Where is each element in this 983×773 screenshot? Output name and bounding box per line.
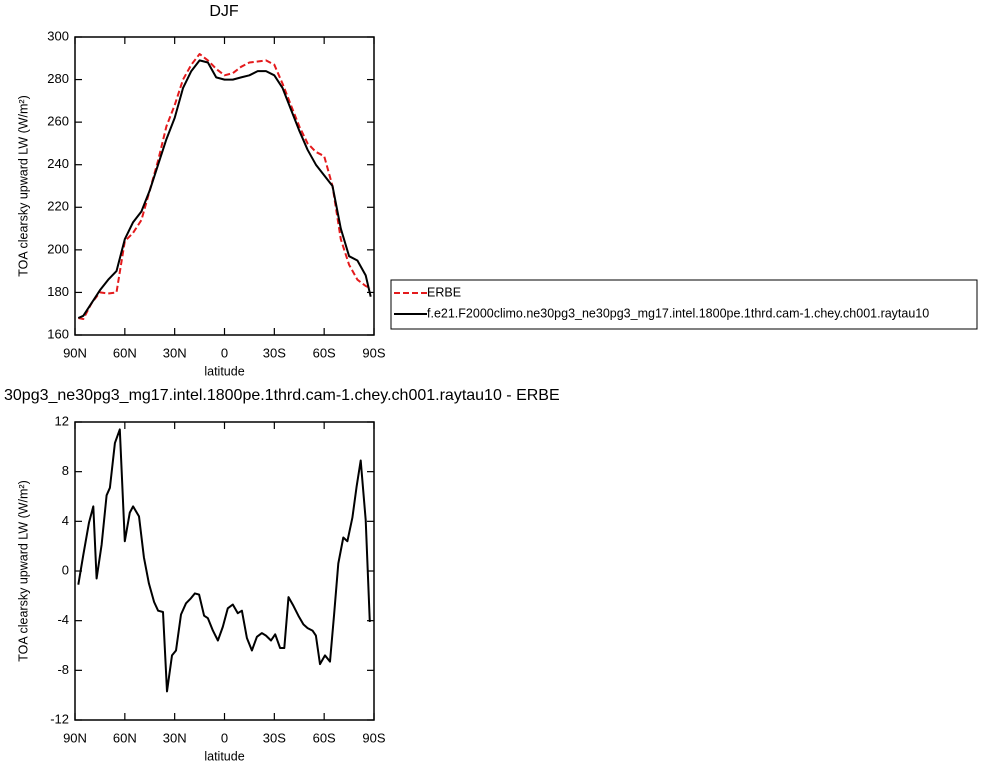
x-tick-label: 30S <box>263 345 286 360</box>
y-tick-label: 12 <box>55 413 69 428</box>
x-tick-label: 0 <box>221 345 228 360</box>
y-tick-label: 160 <box>47 326 69 341</box>
x-axis-label: latitude <box>204 749 244 763</box>
x-tick-label: 0 <box>221 730 228 745</box>
x-tick-label: 90N <box>63 730 87 745</box>
legend-label: ERBE <box>427 285 461 299</box>
x-axis-label: latitude <box>204 364 244 378</box>
x-tick-label: 30S <box>263 730 286 745</box>
y-tick-label: -8 <box>57 662 69 677</box>
plot-frame <box>74 421 375 721</box>
x-tick-label: 60S <box>313 730 336 745</box>
x-tick-label: 60N <box>113 730 137 745</box>
x-tick-label: 60N <box>113 345 137 360</box>
x-tick-label: 90N <box>63 345 87 360</box>
x-tick-label: 90S <box>362 345 385 360</box>
y-tick-label: 300 <box>47 28 69 43</box>
y-tick-label: 240 <box>47 156 69 171</box>
y-tick-label: 180 <box>47 284 69 299</box>
legend-box <box>390 279 978 330</box>
y-tick-label: 280 <box>47 71 69 86</box>
y-tick-label: 220 <box>47 199 69 214</box>
y-tick-label: -4 <box>57 612 69 627</box>
x-tick-label: 30N <box>163 730 187 745</box>
chart-title: DJF <box>209 3 239 20</box>
y-tick-label: -12 <box>50 711 69 726</box>
data-line <box>77 59 372 319</box>
x-tick-label: 60S <box>313 345 336 360</box>
chart-title: 30pg3_ne30pg3_mg17.intel.1800pe.1thrd.ca… <box>4 387 560 404</box>
x-tick-label: 90S <box>362 730 385 745</box>
y-tick-label: 260 <box>47 114 69 129</box>
y-tick-label: 8 <box>62 463 69 478</box>
plot-frame <box>74 36 375 336</box>
x-tick-label: 30N <box>163 345 187 360</box>
data-line <box>77 428 371 693</box>
y-tick-label: 0 <box>62 562 69 577</box>
data-line <box>78 53 372 320</box>
y-tick-label: 200 <box>47 241 69 256</box>
y-axis-label: TOA clearsky upward LW (W/m²) <box>16 480 30 662</box>
legend-label: f.e21.F2000climo.ne30pg3_ne30pg3_mg17.in… <box>427 306 929 320</box>
y-tick-label: 4 <box>62 513 69 528</box>
y-axis-label: TOA clearsky upward LW (W/m²) <box>16 95 30 277</box>
